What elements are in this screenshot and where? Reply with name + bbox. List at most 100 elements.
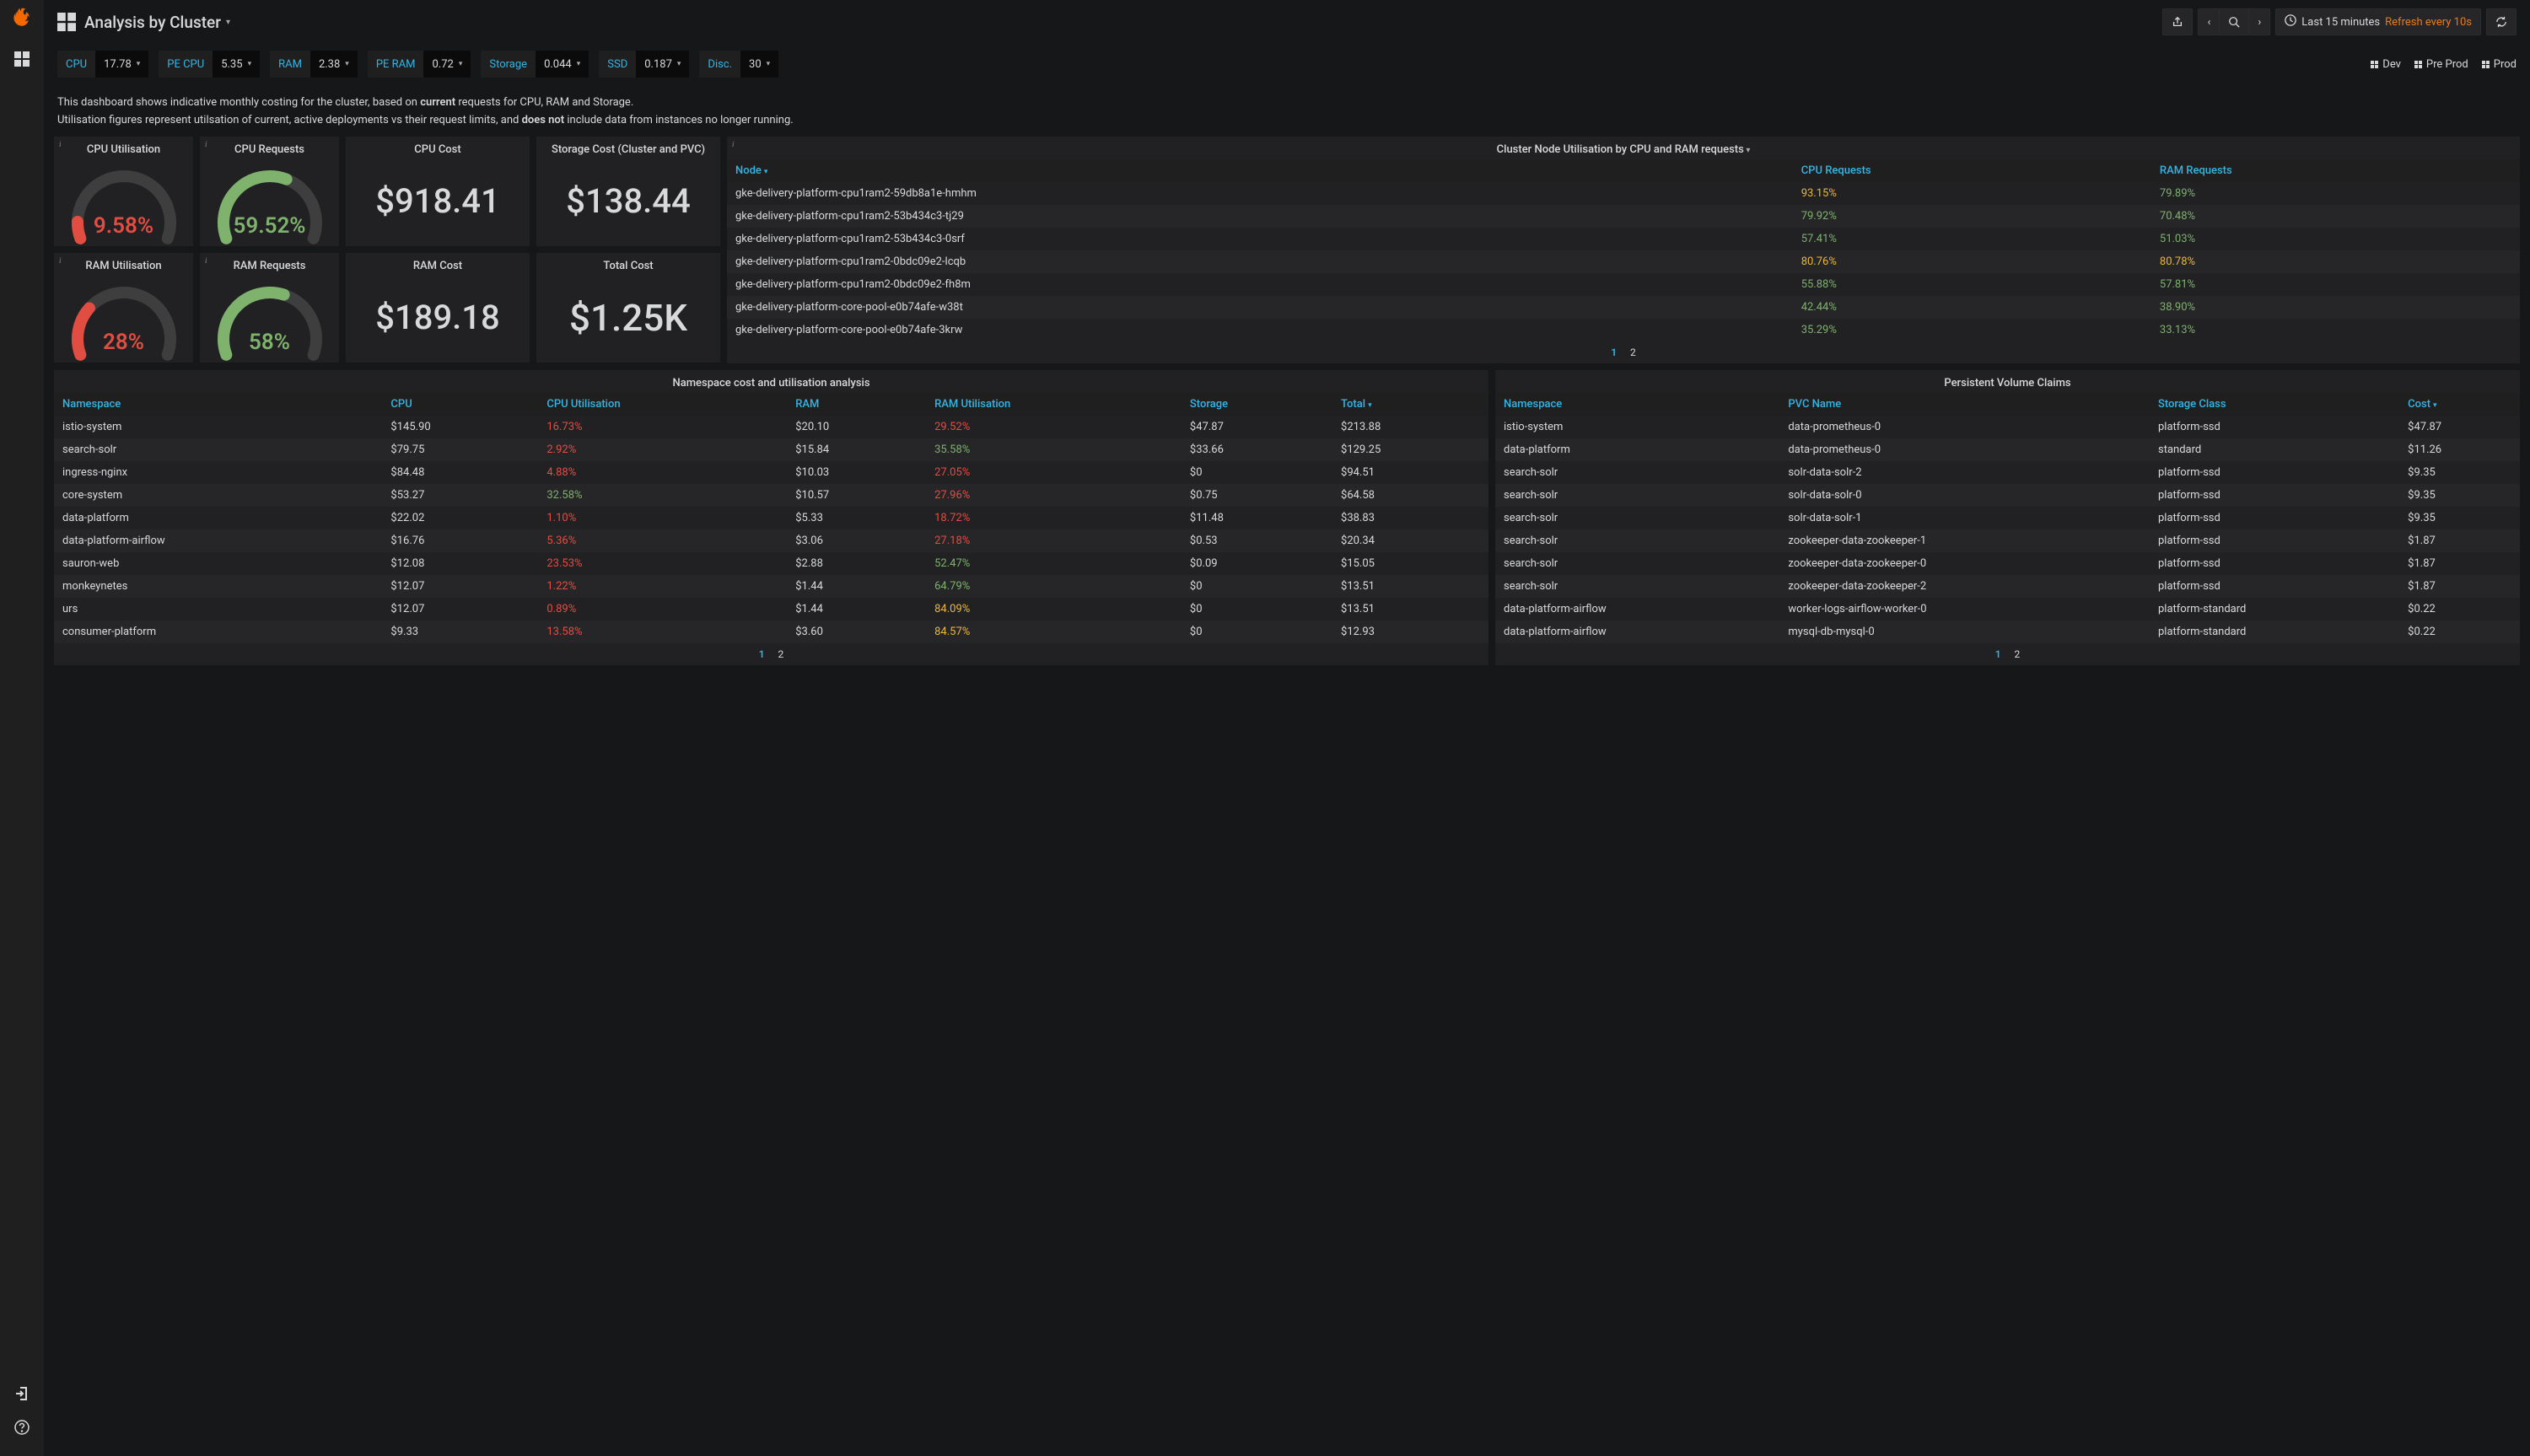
- variable-ram[interactable]: RAM2.38 ▾: [270, 51, 358, 78]
- column-header[interactable]: RAM: [787, 393, 926, 416]
- page-number[interactable]: 2: [778, 648, 784, 660]
- variable-value[interactable]: 0.044 ▾: [536, 51, 589, 78]
- info-icon[interactable]: i: [59, 256, 62, 265]
- table-row[interactable]: core-system$53.2732.58%$10.5727.96%$0.75…: [54, 484, 1488, 507]
- table-row[interactable]: istio-system$145.9016.73%$20.1029.52%$47…: [54, 416, 1488, 438]
- column-header[interactable]: CPU Requests: [1793, 159, 2151, 182]
- panel-namespace-cost[interactable]: Namespace cost and utilisation analysis …: [54, 370, 1488, 665]
- pagination[interactable]: 12: [1495, 643, 2520, 665]
- page-number[interactable]: 1: [1995, 648, 2001, 660]
- variable-cpu[interactable]: CPU17.78 ▾: [57, 51, 148, 78]
- variable-ssd[interactable]: SSD0.187 ▾: [599, 51, 689, 78]
- variable-pe-cpu[interactable]: PE CPU5.35 ▾: [159, 51, 260, 78]
- table-row[interactable]: gke-delivery-platform-cpu1ram2-0bdc09e2-…: [727, 250, 2520, 273]
- table-row[interactable]: gke-delivery-platform-cpu1ram2-53b434c3-…: [727, 205, 2520, 228]
- column-header[interactable]: PVC Name: [1779, 393, 2150, 416]
- timepicker[interactable]: Last 15 minutes Refresh every 10s: [2275, 8, 2481, 35]
- variable-value[interactable]: 2.38 ▾: [310, 51, 358, 78]
- variable-storage[interactable]: Storage0.044 ▾: [481, 51, 589, 78]
- table-row[interactable]: data-platform-airflowworker-logs-airflow…: [1495, 598, 2520, 621]
- column-header[interactable]: CPU Utilisation: [538, 393, 787, 416]
- column-header[interactable]: CPU: [382, 393, 538, 416]
- dashboards-icon[interactable]: [10, 47, 34, 71]
- table-row[interactable]: urs$12.070.89%$1.4484.09%$0$13.51: [54, 598, 1488, 621]
- variable-value[interactable]: 0.72 ▾: [423, 51, 471, 78]
- table-row[interactable]: gke-delivery-platform-core-pool-e0b74afe…: [727, 319, 2520, 341]
- page-title-text: Analysis by Cluster: [84, 13, 221, 32]
- table-row[interactable]: ingress-nginx$84.484.88%$10.0327.05%$0$9…: [54, 461, 1488, 484]
- info-icon[interactable]: i: [205, 256, 207, 265]
- table-row[interactable]: search-solrzookeeper-data-zookeeper-2pla…: [1495, 575, 2520, 598]
- table-row[interactable]: search-solrsolr-data-solr-2platform-ssd$…: [1495, 461, 2520, 484]
- page-number[interactable]: 1: [1611, 347, 1617, 358]
- grafana-logo-icon[interactable]: [10, 7, 34, 30]
- gauge-value: 28%: [69, 330, 179, 355]
- zoom-out-button[interactable]: [2219, 8, 2248, 35]
- table-row[interactable]: search-solrsolr-data-solr-1platform-ssd$…: [1495, 507, 2520, 529]
- variable-value[interactable]: 0.187 ▾: [636, 51, 689, 78]
- table-row[interactable]: data-platformdata-prometheus-0standard$1…: [1495, 438, 2520, 461]
- share-button[interactable]: [2162, 8, 2193, 35]
- dashboard-icon[interactable]: [57, 13, 76, 31]
- panel-ram-utilisation[interactable]: i RAM Utilisation 28%: [54, 253, 193, 363]
- column-header[interactable]: Storage: [1182, 393, 1332, 416]
- variable-disc.[interactable]: Disc.30 ▾: [699, 51, 778, 78]
- grid-icon: [2482, 61, 2490, 68]
- nav-link-dev[interactable]: Dev: [2371, 58, 2401, 71]
- table-row[interactable]: data-platform$22.021.10%$5.3318.72%$11.4…: [54, 507, 1488, 529]
- table-row[interactable]: gke-delivery-platform-cpu1ram2-53b434c3-…: [727, 228, 2520, 250]
- panel-cpu-cost[interactable]: CPU Cost $918.41: [346, 137, 530, 246]
- table-row[interactable]: search-solrzookeeper-data-zookeeper-0pla…: [1495, 552, 2520, 575]
- panel-storage-cost[interactable]: Storage Cost (Cluster and PVC) $138.44: [536, 137, 720, 246]
- variable-label: RAM: [270, 58, 310, 71]
- table-row[interactable]: gke-delivery-platform-cpu1ram2-0bdc09e2-…: [727, 273, 2520, 296]
- panel-node-utilisation[interactable]: i Cluster Node Utilisation by CPU and RA…: [727, 137, 2520, 363]
- table-row[interactable]: gke-delivery-platform-core-pool-e0b74afe…: [727, 296, 2520, 319]
- table-row[interactable]: istio-systemdata-prometheus-0platform-ss…: [1495, 416, 2520, 438]
- page-number[interactable]: 1: [759, 648, 765, 660]
- table-row[interactable]: sauron-web$12.0823.53%$2.8852.47%$0.09$1…: [54, 552, 1488, 575]
- column-header[interactable]: Node▾: [727, 159, 1793, 182]
- table-row[interactable]: search-solr$79.752.92%$15.8435.58%$33.66…: [54, 438, 1488, 461]
- pagination[interactable]: 12: [727, 341, 2520, 363]
- table-row[interactable]: data-platform-airflow$16.765.36%$3.0627.…: [54, 529, 1488, 552]
- table-row[interactable]: search-solrsolr-data-solr-0platform-ssd$…: [1495, 484, 2520, 507]
- variable-value[interactable]: 17.78 ▾: [95, 51, 148, 78]
- page-number[interactable]: 2: [2015, 648, 2021, 660]
- nav-link-pre-prod[interactable]: Pre Prod: [2414, 58, 2468, 71]
- pagination[interactable]: 12: [54, 643, 1488, 665]
- column-header[interactable]: Namespace: [1495, 393, 1779, 416]
- table-row[interactable]: search-solrzookeeper-data-zookeeper-1pla…: [1495, 529, 2520, 552]
- panel-title: CPU Cost: [346, 137, 530, 159]
- page-number[interactable]: 2: [1630, 347, 1636, 358]
- column-header[interactable]: Storage Class: [2150, 393, 2399, 416]
- table-row[interactable]: consumer-platform$9.3313.58%$3.6084.57%$…: [54, 621, 1488, 643]
- nav-link-prod[interactable]: Prod: [2482, 58, 2517, 71]
- variable-value[interactable]: 5.35 ▾: [213, 51, 260, 78]
- column-header[interactable]: RAM Requests: [2151, 159, 2520, 182]
- column-header[interactable]: Cost▾: [2399, 393, 2520, 416]
- refresh-button[interactable]: [2486, 8, 2517, 35]
- info-icon[interactable]: i: [59, 140, 62, 148]
- info-icon[interactable]: i: [732, 140, 735, 148]
- page-title[interactable]: Analysis by Cluster ▾: [84, 13, 230, 32]
- table-row[interactable]: gke-delivery-platform-cpu1ram2-59db8a1e-…: [727, 182, 2520, 205]
- column-header[interactable]: RAM Utilisation: [926, 393, 1182, 416]
- panel-cpu-requests[interactable]: i CPU Requests 59.52%: [200, 137, 339, 246]
- variable-pe-ram[interactable]: PE RAM0.72 ▾: [368, 51, 471, 78]
- panel-pvc[interactable]: Persistent Volume Claims NamespacePVC Na…: [1495, 370, 2520, 665]
- table-row[interactable]: monkeynetes$12.071.22%$1.4464.79%$0$13.5…: [54, 575, 1488, 598]
- signin-icon[interactable]: [10, 1382, 34, 1405]
- panel-ram-cost[interactable]: RAM Cost $189.18: [346, 253, 530, 363]
- time-forward-button[interactable]: ›: [2248, 8, 2270, 35]
- panel-cpu-utilisation[interactable]: i CPU Utilisation 9.58%: [54, 137, 193, 246]
- column-header[interactable]: Total▾: [1332, 393, 1488, 416]
- help-icon[interactable]: [10, 1416, 34, 1439]
- panel-ram-requests[interactable]: i RAM Requests 58%: [200, 253, 339, 363]
- info-icon[interactable]: i: [205, 140, 207, 148]
- variable-value[interactable]: 30 ▾: [740, 51, 778, 78]
- table-row[interactable]: data-platform-airflowmysql-db-mysql-0pla…: [1495, 621, 2520, 643]
- panel-total-cost[interactable]: Total Cost $1.25K: [536, 253, 720, 363]
- column-header[interactable]: Namespace: [54, 393, 382, 416]
- time-back-button[interactable]: ‹: [2198, 8, 2219, 35]
